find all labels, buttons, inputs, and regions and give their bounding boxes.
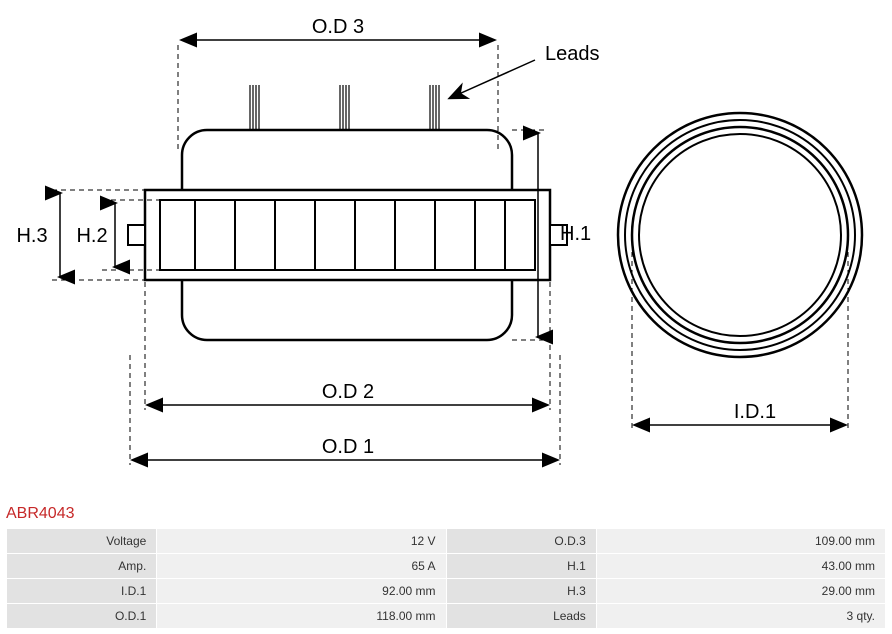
spec-label: O.D.3 xyxy=(447,529,596,553)
part-number: ABR4043 xyxy=(6,505,75,523)
spec-value: 12 V xyxy=(157,529,445,553)
spec-value: 65 A xyxy=(157,554,445,578)
label-od2: O.D 2 xyxy=(322,381,374,403)
label-od3: O.D 3 xyxy=(312,16,364,38)
technical-diagram: O.D 3 O.D 2 O.D 1 I.D.1 H.1 H.2 H.3 Lead… xyxy=(0,0,892,500)
spec-value: 29.00 mm xyxy=(597,579,885,603)
table-row: O.D.1 118.00 mm Leads 3 qty. xyxy=(7,604,885,628)
spec-label: Voltage xyxy=(7,529,156,553)
spec-label: Amp. xyxy=(7,554,156,578)
label-h1: H.1 xyxy=(560,223,591,245)
table-row: Amp. 65 A H.1 43.00 mm xyxy=(7,554,885,578)
leads-graphic xyxy=(250,85,439,130)
label-h2: H.2 xyxy=(76,225,107,247)
label-h3: H.3 xyxy=(16,225,47,247)
spec-value: 118.00 mm xyxy=(157,604,445,628)
spec-value: 92.00 mm xyxy=(157,579,445,603)
spec-value: 43.00 mm xyxy=(597,554,885,578)
spec-label: H.1 xyxy=(447,554,596,578)
table-row: Voltage 12 V O.D.3 109.00 mm xyxy=(7,529,885,553)
spec-value: 109.00 mm xyxy=(597,529,885,553)
label-id1: I.D.1 xyxy=(734,401,776,423)
spec-label: H.3 xyxy=(447,579,596,603)
table-row: I.D.1 92.00 mm H.3 29.00 mm xyxy=(7,579,885,603)
front-view xyxy=(52,45,567,465)
spec-table: Voltage 12 V O.D.3 109.00 mm Amp. 65 A H… xyxy=(6,528,886,629)
spec-label: I.D.1 xyxy=(7,579,156,603)
label-leads: Leads xyxy=(545,43,600,65)
spec-label: Leads xyxy=(447,604,596,628)
label-od1: O.D 1 xyxy=(322,436,374,458)
ring-view xyxy=(618,113,862,430)
spec-value: 3 qty. xyxy=(597,604,885,628)
spec-label: O.D.1 xyxy=(7,604,156,628)
